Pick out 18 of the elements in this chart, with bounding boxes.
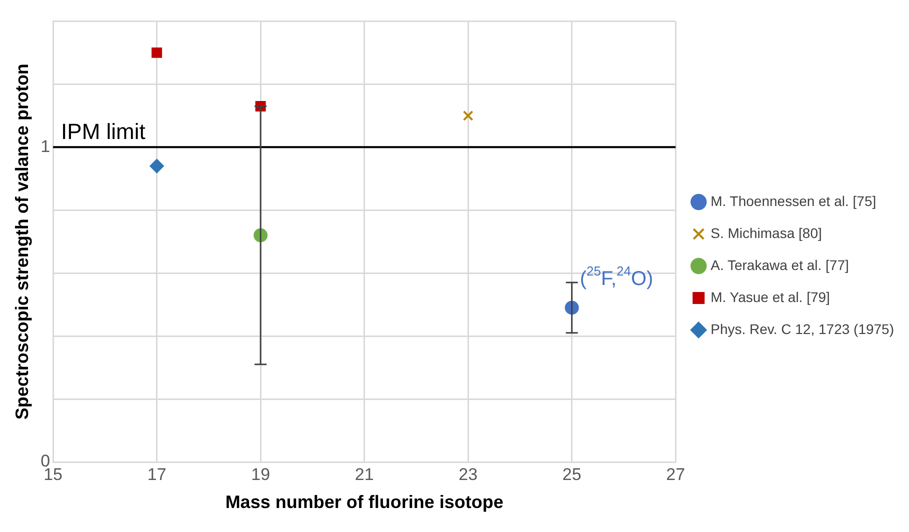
y-axis-title: Spectroscopic strength of valance proton <box>12 64 32 420</box>
point <box>150 159 164 174</box>
x-tick-label: 19 <box>251 464 270 484</box>
legend-label: M. Yasue et al. [79] <box>710 288 830 305</box>
x-tick-label: 21 <box>354 464 374 484</box>
x-tick-label: 17 <box>147 464 166 484</box>
x-tick-label: 27 <box>666 464 686 484</box>
point <box>462 110 474 121</box>
x-tick-label: 25 <box>562 464 582 484</box>
x-axis-title: Mass number of fluorine isotope <box>225 492 504 512</box>
point <box>152 47 162 58</box>
ref-line-label: IPM limit <box>61 119 146 144</box>
x-tick-label: 23 <box>458 464 478 484</box>
legend-label: A. Terakawa et al. [77] <box>710 256 849 273</box>
legend-label: M. Thoennessen et al. [75] <box>710 192 876 209</box>
legend-label: S. Michimasa [80] <box>710 224 822 241</box>
legend-label: Phys. Rev. C 12, 1723 (1975) <box>710 320 894 337</box>
y-tick-label: 1 <box>40 136 50 156</box>
